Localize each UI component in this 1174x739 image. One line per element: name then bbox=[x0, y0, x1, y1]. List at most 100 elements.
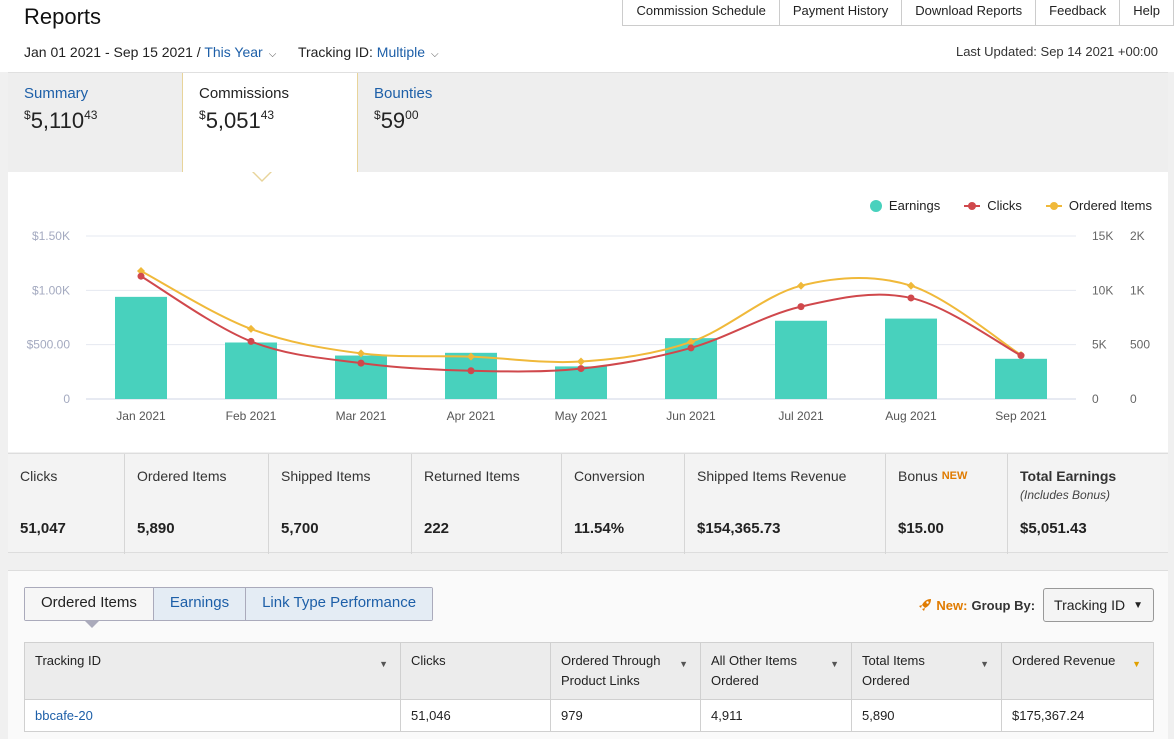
sort-active-icon[interactable]: ▼ bbox=[1132, 659, 1141, 669]
summary-tabs: Summary $5,11043 Commissions $5,05143 Bo… bbox=[8, 72, 1168, 177]
top-nav: Commission Schedule Payment History Down… bbox=[622, 0, 1174, 26]
ordered-items-point bbox=[467, 352, 475, 361]
earnings-dot-icon bbox=[869, 199, 882, 212]
rocket-icon bbox=[919, 599, 932, 611]
new-badge: NEW bbox=[941, 470, 968, 482]
x-tick-label: Sep 2021 bbox=[995, 409, 1047, 423]
col-all-other-items[interactable]: All Other Items Ordered ▼ bbox=[700, 642, 852, 700]
report-type-tabs: Ordered Items Earnings Link Type Perform… bbox=[24, 587, 434, 621]
legend-ordered-items[interactable]: Ordered Items bbox=[1045, 198, 1152, 213]
period-selector[interactable]: This Year bbox=[204, 44, 263, 60]
sort-icon[interactable]: ▼ bbox=[980, 659, 989, 669]
x-tick-label: Jan 2021 bbox=[116, 409, 166, 423]
report-table-section: Ordered Items Earnings Link Type Perform… bbox=[8, 570, 1168, 739]
bounties-amount: $5900 bbox=[374, 108, 419, 133]
x-tick-label: Jun 2021 bbox=[666, 409, 716, 423]
cell-total-items: 5,890 bbox=[851, 699, 1002, 732]
ordered-items-point bbox=[577, 357, 585, 366]
legend-earnings[interactable]: Earnings bbox=[869, 198, 940, 213]
y-right-items-tick-label: 0 bbox=[1130, 392, 1137, 406]
new-label: New: bbox=[936, 597, 968, 613]
sort-icon[interactable]: ▼ bbox=[830, 659, 839, 669]
clicks-point bbox=[137, 272, 145, 280]
earnings-bar bbox=[775, 320, 827, 399]
sort-icon[interactable]: ▼ bbox=[679, 659, 688, 669]
summary-amount: $5,11043 bbox=[24, 108, 98, 133]
ordered-items-point bbox=[797, 281, 805, 290]
col-ordered-through-links[interactable]: Ordered Through Product Links ▼ bbox=[550, 642, 701, 700]
nav-help[interactable]: Help bbox=[1120, 0, 1174, 26]
tab-ordered-items[interactable]: Ordered Items bbox=[25, 588, 154, 620]
earnings-bar bbox=[115, 296, 167, 399]
tab-bounties[interactable]: Bounties $5900 bbox=[358, 73, 532, 173]
col-ordered-revenue[interactable]: Ordered Revenue ▼ bbox=[1001, 642, 1154, 700]
earnings-bar bbox=[995, 358, 1047, 399]
col-total-items-ordered[interactable]: Total Items Ordered ▼ bbox=[851, 642, 1002, 700]
tab-earnings[interactable]: Earnings bbox=[153, 588, 247, 620]
ordered-items-point bbox=[357, 349, 365, 358]
ordered-items-table: Tracking ID ▼ Clicks Ordered Through Prod… bbox=[24, 642, 1154, 732]
col-tracking-id[interactable]: Tracking ID ▼ bbox=[24, 642, 401, 700]
earnings-bar bbox=[225, 342, 277, 399]
y-left-tick-label: $500.00 bbox=[27, 338, 71, 352]
y-right-clicks-tick-label: 10K bbox=[1092, 283, 1113, 297]
legend-clicks[interactable]: Clicks bbox=[964, 198, 1022, 213]
y-right-items-tick-label: 500 bbox=[1130, 338, 1150, 352]
page-title: Reports bbox=[24, 4, 102, 29]
tab-commissions[interactable]: Commissions $5,05143 bbox=[182, 73, 358, 177]
clicks-point bbox=[357, 359, 365, 367]
clicks-point bbox=[1017, 352, 1025, 360]
nav-feedback[interactable]: Feedback bbox=[1036, 0, 1121, 26]
y-left-tick-label: $1.50K bbox=[32, 229, 70, 243]
clicks-point bbox=[687, 344, 695, 352]
table-row: bbcafe-20 51,046 979 4,911 5,890 $175,36… bbox=[24, 699, 1154, 732]
chevron-down-icon[interactable]: ⌵ bbox=[431, 49, 439, 60]
tab-link-type-performance[interactable]: Link Type Performance bbox=[246, 588, 433, 620]
clicks-point bbox=[247, 337, 255, 345]
ordered-items-point bbox=[687, 337, 695, 346]
x-tick-label: Apr 2021 bbox=[447, 409, 496, 423]
sort-icon[interactable]: ▼ bbox=[379, 659, 388, 669]
tab-commissions-label[interactable]: Commissions bbox=[199, 85, 290, 102]
nav-commission-schedule[interactable]: Commission Schedule bbox=[623, 0, 780, 26]
nav-payment-history[interactable]: Payment History bbox=[779, 0, 903, 26]
y-right-items-tick-label: 1K bbox=[1130, 283, 1145, 297]
col-clicks[interactable]: Clicks bbox=[400, 642, 551, 700]
x-tick-label: Jul 2021 bbox=[778, 409, 824, 423]
ordered-items-point bbox=[137, 267, 145, 276]
commissions-amount: $5,05143 bbox=[199, 108, 275, 133]
earnings-bar bbox=[885, 318, 937, 399]
y-left-tick-label: $1.00K bbox=[32, 283, 70, 297]
tracking-id-label: Tracking ID: bbox=[297, 44, 373, 60]
metric-returned-items: Returned Items 222 bbox=[412, 454, 562, 554]
chart-canvas: 0 0 0 $500.00 5K 500 $1.00K 10K 1K $1.50K 15K 2K Jan… bbox=[27, 229, 1151, 423]
last-updated: Last Updated: Sep 14 2021 +00:00 bbox=[955, 44, 1158, 59]
metric-conversion: Conversion 11.54% bbox=[562, 454, 685, 554]
chart-legend: Earnings Clicks Ordered Items bbox=[846, 198, 1152, 213]
y-right-clicks-tick-label: 15K bbox=[1092, 229, 1113, 243]
clicks-point bbox=[467, 367, 475, 375]
x-tick-label: May 2021 bbox=[555, 409, 608, 423]
nav-download-reports[interactable]: Download Reports bbox=[902, 0, 1037, 26]
group-by-select[interactable]: Tracking ID ▼ bbox=[1043, 588, 1154, 622]
tab-summary-label[interactable]: Summary bbox=[24, 85, 89, 102]
metric-total-earnings: Total Earnings (Includes Bonus) $5,051.4… bbox=[1020, 468, 1117, 537]
y-left-tick-label: 0 bbox=[63, 392, 70, 406]
tab-summary[interactable]: Summary $5,11043 bbox=[8, 73, 182, 173]
x-tick-label: Mar 2021 bbox=[336, 409, 387, 423]
group-by-control: New: Group By: Tracking ID ▼ bbox=[918, 588, 1154, 622]
cell-clicks: 51,046 bbox=[400, 699, 551, 732]
tracking-id-selector[interactable]: Multiple bbox=[376, 44, 426, 60]
chevron-down-icon: ▼ bbox=[1133, 599, 1143, 611]
cell-tracking-id[interactable]: bbcafe-20 bbox=[24, 699, 401, 732]
earnings-chart: Earnings Clicks Ordered Items 0 0 0 $500.00… bbox=[8, 172, 1168, 452]
chevron-down-icon[interactable]: ⌵ bbox=[268, 49, 277, 60]
ordered-items-point bbox=[907, 281, 915, 290]
tab-bounties-label[interactable]: Bounties bbox=[374, 85, 433, 102]
date-range: Jan 01 2021 - Sep 15 2021 / bbox=[24, 44, 201, 60]
clicks-point bbox=[797, 303, 805, 311]
tab-pointer bbox=[84, 620, 100, 628]
ordered-items-line-icon bbox=[1045, 201, 1062, 210]
metric-shipped-items: Shipped Items 5,700 bbox=[269, 454, 412, 554]
x-tick-label: Feb 2021 bbox=[226, 409, 277, 423]
